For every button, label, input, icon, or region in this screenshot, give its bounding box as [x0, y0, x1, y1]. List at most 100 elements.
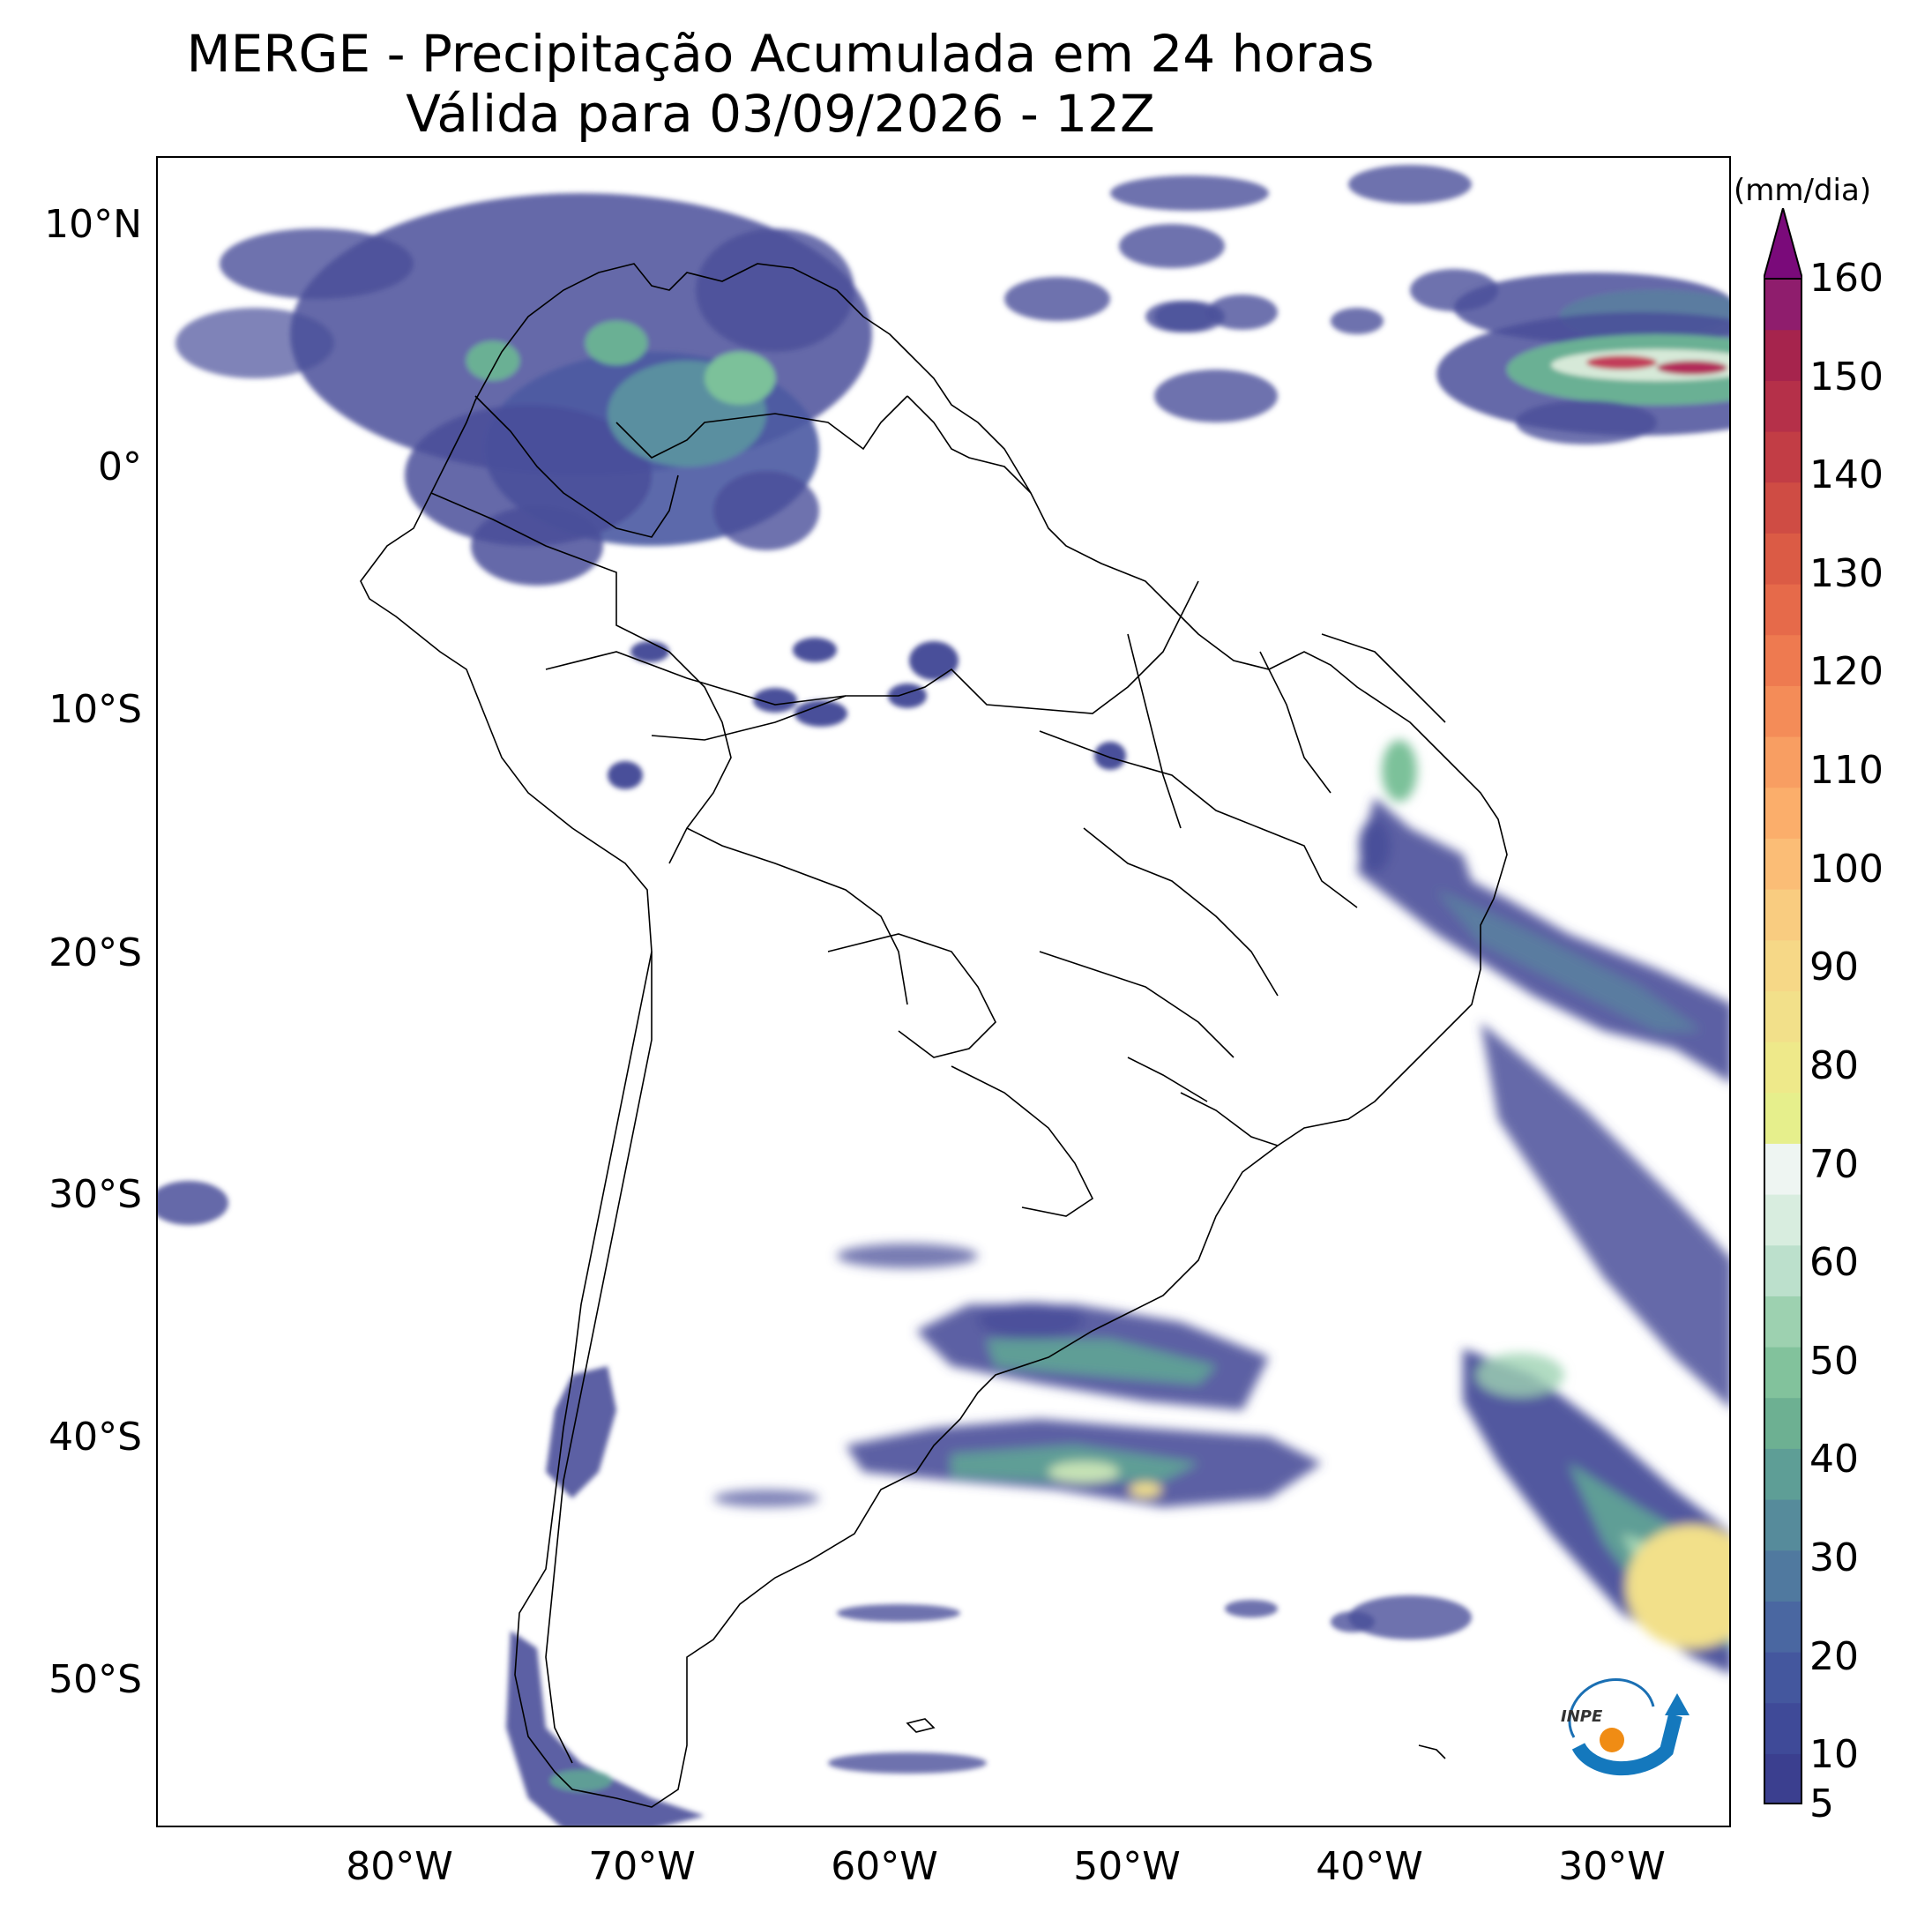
precipitation-field [158, 165, 1729, 1826]
colorbar-bin [1764, 1448, 1802, 1500]
colorbar-bin [1764, 584, 1802, 636]
colombia-border [474, 395, 679, 538]
paraguay-border [827, 933, 996, 1058]
precip-area-amazon-cells [608, 638, 1126, 789]
colorbar-tick-label: 140 [1809, 452, 1884, 498]
falklands [906, 1718, 936, 1733]
colorbar-bin [1764, 1397, 1802, 1449]
precip-area-northwest [175, 193, 872, 586]
brazil-states-border-5 [1321, 633, 1446, 723]
colorbar-bin [1764, 1042, 1802, 1094]
colorbar-tick-label: 110 [1809, 748, 1884, 794]
colorbar-tick-label: 120 [1809, 649, 1884, 695]
colorbar-bin [1764, 380, 1802, 432]
country-borders [360, 263, 1508, 1808]
colorbar-bin [1764, 533, 1802, 585]
brazil-states-border-4 [1259, 651, 1332, 794]
colorbar-bin [1764, 431, 1802, 483]
brazil-states-border-2 [1083, 827, 1279, 997]
colorbar-bin [1764, 1499, 1802, 1551]
colorbar-unit: (mm/dia) [1734, 173, 1872, 208]
amazon-border [545, 651, 847, 706]
lon-label-50w: 50°W [1073, 1844, 1181, 1889]
colorbar-bin [1764, 634, 1802, 686]
lat-label-40s: 40°S [48, 1415, 142, 1460]
lat-label-30s: 30°S [48, 1172, 142, 1217]
colorbar-tick-label: 5 [1809, 1781, 1834, 1826]
lat-label-10n: 10°N [44, 202, 142, 247]
south-georgia [1418, 1744, 1446, 1759]
lat-label-0: 0° [98, 444, 142, 489]
colorbar-bin [1764, 939, 1802, 991]
colorbar-extend-triangle [1764, 208, 1802, 280]
map-canvas [158, 165, 1729, 1826]
precip-area-argentina-band [713, 1244, 1322, 1507]
colorbar-tick-label: 80 [1809, 1042, 1859, 1088]
colorbar-tick-label: 160 [1809, 256, 1884, 301]
colorbar-bin [1764, 1652, 1802, 1704]
brazil-states-border-7 [1180, 1092, 1279, 1146]
guianas-border [906, 395, 1032, 494]
colorbar-bin [1764, 1702, 1802, 1754]
colorbar-bin [1764, 482, 1802, 534]
colorbar-bin [1764, 1244, 1802, 1296]
precip-area-north-atlantic [1004, 165, 1498, 422]
colorbar-tick-label: 90 [1809, 945, 1859, 990]
precip-area-chile [506, 1366, 705, 1826]
colorbar-tick-label: 50 [1809, 1338, 1859, 1384]
colorbar-bin [1764, 1550, 1802, 1602]
colorbar-tick-label: 70 [1809, 1141, 1859, 1187]
lon-label-30w: 30°W [1558, 1844, 1666, 1889]
colorbar-bin [1764, 685, 1802, 737]
colorbar [1764, 208, 1802, 1804]
lon-label-80w: 80°W [346, 1844, 453, 1889]
inpe-logo-text: INPE [1561, 1707, 1603, 1726]
colorbar-bin [1764, 838, 1802, 890]
colorbar-bin [1764, 1296, 1802, 1348]
precip-area-southeast-cyclone [1463, 1348, 1729, 1674]
colorbar-bin [1764, 1601, 1802, 1653]
colorbar-bin [1764, 736, 1802, 788]
lat-label-20s: 20°S [48, 930, 142, 975]
colorbar-tick-label: 10 [1809, 1732, 1859, 1778]
brazil-states-border-6 [1039, 951, 1235, 1058]
colorbar-tick-label: 30 [1809, 1535, 1859, 1580]
lon-label-60w: 60°W [831, 1844, 938, 1889]
peru-border [430, 492, 732, 864]
venezuela-border [615, 395, 908, 459]
precip-area-itcz [1436, 273, 1729, 444]
colorbar-bin [1764, 1092, 1802, 1144]
colorbar-bin [1764, 1347, 1802, 1399]
bolivia-border [686, 827, 908, 1005]
argentina-chile-border [545, 952, 653, 1764]
colorbar-tick-label: 20 [1809, 1633, 1859, 1679]
lon-label-40w: 40°W [1316, 1844, 1423, 1889]
colorbar-tick-label: 100 [1809, 846, 1884, 892]
precip-area-south-cells [158, 1181, 1472, 1774]
colorbar-bin [1764, 1194, 1802, 1246]
colorbar-bin [1764, 329, 1802, 381]
precip-area-south-atlantic-band [1357, 740, 1729, 1408]
map-panel[interactable] [156, 156, 1731, 1827]
brazil-states-border-3 [1127, 633, 1182, 829]
lat-label-10s: 10°S [48, 687, 142, 732]
colorbar-frame [1764, 278, 1802, 1804]
lon-label-70w: 70°W [588, 1844, 696, 1889]
colorbar-tick-label: 150 [1809, 354, 1884, 400]
colorbar-bin [1764, 1143, 1802, 1195]
colorbar-bin [1764, 787, 1802, 839]
map-title: MERGE - Precipitação Acumulada em 24 hor… [186, 24, 1375, 84]
colorbar-bin [1764, 279, 1802, 331]
inpe-logo: INPE [1561, 1678, 1690, 1775]
brazil-border [651, 580, 1199, 741]
colorbar-bin [1764, 990, 1802, 1042]
uruguay-border [951, 1065, 1094, 1217]
colorbar-bin [1764, 889, 1802, 941]
colorbar-bin [1764, 1753, 1802, 1804]
brazil-states-border-8 [1127, 1057, 1208, 1102]
brazil-states-border [1039, 730, 1358, 908]
colorbar-tick-label: 40 [1809, 1437, 1859, 1483]
map-subtitle: Válida para 03/09/2026 - 12Z [406, 84, 1155, 144]
lat-label-50s: 50°S [48, 1657, 142, 1702]
colorbar-tick-label: 130 [1809, 550, 1884, 596]
